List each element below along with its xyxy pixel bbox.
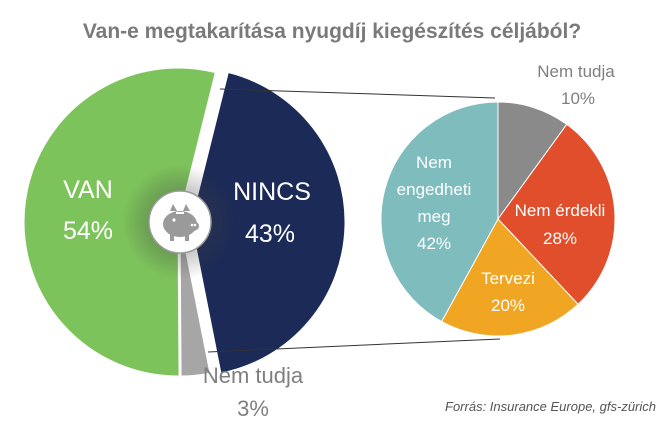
slice-label-nincs: NINCS [233,178,311,206]
sub-slice-label-tervezi: Tervezi [481,269,535,288]
connector-line-2 [207,338,501,353]
sub-slice-label-nem-erdekli: Nem érdekli [515,201,606,220]
sub-slice-value-nem-erdekli: 28% [543,229,577,248]
breakdown-pie-chart [380,101,616,337]
sub-slice-label-nem-engedheti-3: meg [417,207,450,226]
slice-value-nem-tudja: 3% [237,396,269,421]
sub-slice-value-nem-tudja: 10% [561,89,595,108]
slice-value-van: 54% [63,217,113,245]
sub-slice-value-tervezi: 20% [491,296,525,315]
slice-value-nincs: 43% [245,220,295,248]
slice-label-nem-tudja: Nem tudja [203,363,304,388]
slice-label-van: VAN [63,176,113,204]
sub-slice-label-nem-tudja: Nem tudja [537,62,615,81]
piggy-bank-icon [122,164,238,280]
sub-slice-label-nem-engedheti-2: engedheti [397,180,472,199]
slice-van [23,67,216,377]
sub-slice-nem-erdekli [497,123,616,305]
main-pie-chart [23,67,346,377]
source-note: Forrás: Insurance Europe, gfs-zürich [445,399,656,414]
slice-nincs [190,71,346,374]
sub-slice-tervezi [440,218,579,337]
sub-slice-nem-tudja [497,101,568,221]
connector-line-1 [219,88,496,99]
sub-slice-nem-engedheti-meg [380,101,499,323]
chart-title: Van-e megtakarítása nyugdíj kiegészítés … [83,20,581,43]
pie-connectors [207,88,501,353]
sub-slice-value-nem-engedheti: 42% [417,234,451,253]
sub-slice-label-nem-engedheti-1: Nem [416,153,452,172]
